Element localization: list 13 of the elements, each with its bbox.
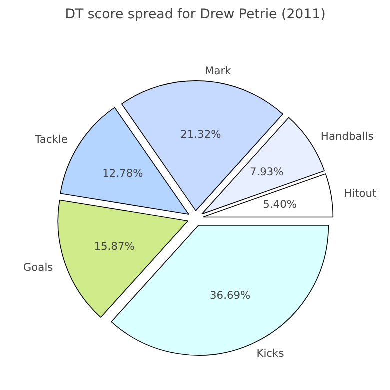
data-label: 7.93% [250, 165, 284, 178]
slice-label: Handballs [320, 130, 374, 144]
slice-label: Tackle [34, 133, 68, 146]
slice-label: Hitout [344, 187, 377, 200]
data-label: 5.40% [263, 198, 297, 211]
data-label: 21.32% [180, 128, 222, 142]
slice-label: Goals [23, 260, 54, 274]
data-label: 15.87% [94, 240, 135, 253]
chart-title: DT score spread for Drew Petrie (2011) [65, 8, 326, 22]
data-label: 36.69% [210, 288, 251, 302]
data-label: 12.78% [102, 167, 144, 180]
slice-label: Kicks [256, 347, 285, 360]
slice-label: Mark [205, 64, 232, 78]
